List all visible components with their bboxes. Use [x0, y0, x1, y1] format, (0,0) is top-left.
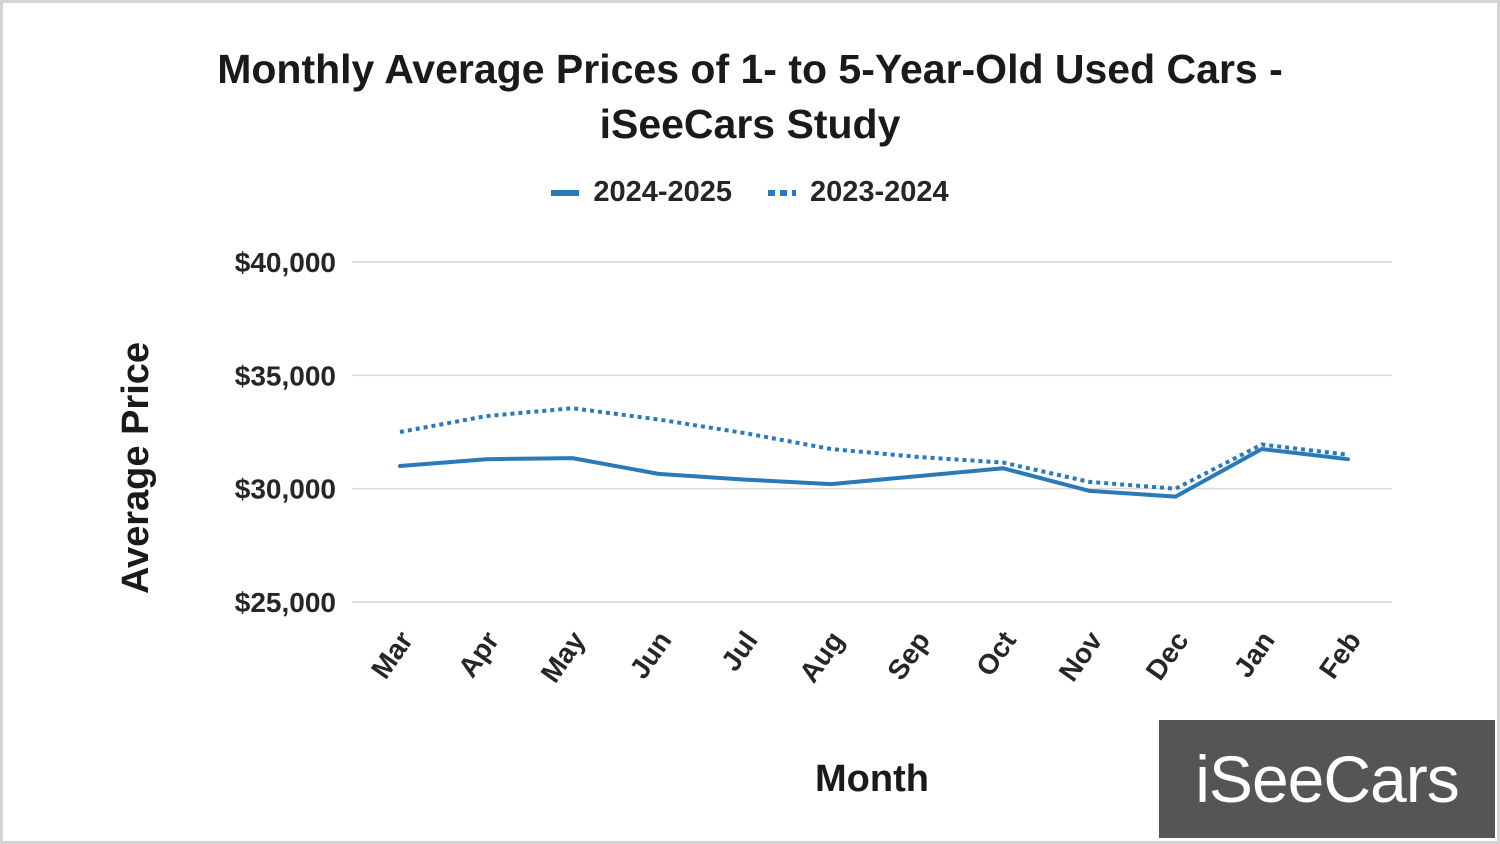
x-tick-label: Jun — [624, 626, 678, 685]
chart-title-line-2: iSeeCars Study — [599, 101, 901, 147]
x-axis-title: Month — [815, 758, 929, 800]
x-tick-label: Feb — [1313, 626, 1367, 685]
y-tick-label: $35,000 — [235, 360, 336, 391]
x-tick-label: May — [535, 625, 592, 688]
x-tick-label: Jul — [715, 626, 764, 677]
series-line-2023-2024 — [399, 406, 1349, 491]
x-tick-label: Apr — [452, 626, 505, 683]
legend-swatch-solid — [551, 189, 580, 196]
chart-title-line-1: Monthly Average Prices of 1- to 5-Year-O… — [217, 46, 1283, 92]
legend-item-2024-2025: 2024-2025 — [551, 176, 732, 209]
x-tick-label: Jan — [1228, 626, 1281, 683]
y-axis-title: Average Price — [115, 342, 157, 594]
legend-label-2024-2025: 2024-2025 — [593, 176, 732, 208]
legend-item-2023-2024: 2023-2024 — [768, 176, 949, 209]
chart-title: Monthly Average Prices of 1- to 5-Year-O… — [100, 42, 1400, 152]
iseecars-logo: iSeeCars — [1159, 720, 1495, 838]
x-tick-label: Nov — [1053, 625, 1109, 686]
legend: 2024-2025 2023-2024 — [0, 176, 1500, 209]
x-tick-label: Aug — [793, 626, 850, 688]
legend-swatch-dotted — [768, 189, 796, 196]
x-tick-label: Mar — [365, 626, 419, 685]
x-tick-label: Sep — [881, 626, 936, 686]
y-tick-label: $40,000 — [235, 247, 336, 278]
x-tick-label: Dec — [1140, 626, 1195, 686]
x-tick-label: Oct — [970, 626, 1022, 682]
series-line-2024-2025 — [398, 447, 1350, 499]
legend-label-2023-2024: 2023-2024 — [810, 176, 949, 208]
y-tick-label: $30,000 — [235, 474, 336, 505]
y-tick-label: $25,000 — [235, 587, 336, 618]
